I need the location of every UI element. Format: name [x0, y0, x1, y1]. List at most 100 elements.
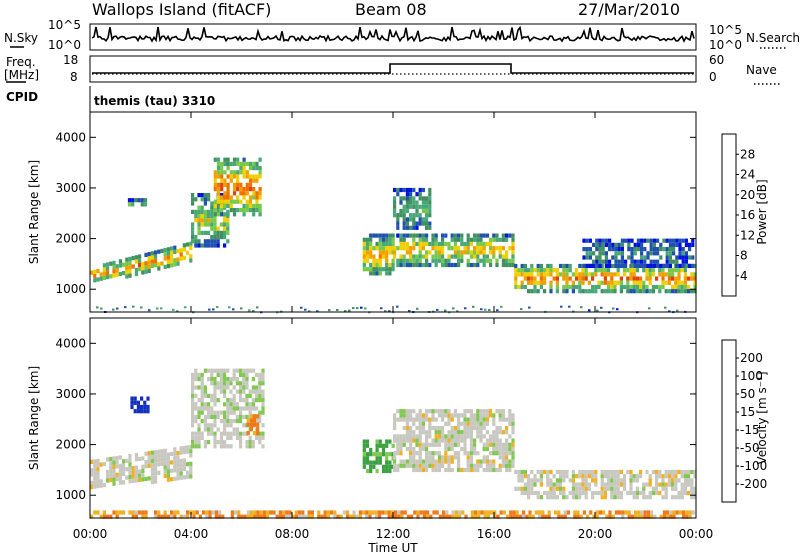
echo-cell: [205, 510, 209, 515]
echo-cell: [587, 272, 591, 277]
echo-cell: [362, 456, 366, 461]
echo-cell: [143, 202, 148, 207]
echo-cell: [402, 413, 406, 418]
echo-cell: [425, 262, 429, 268]
echo-cell: [627, 510, 631, 515]
echo-cell: [450, 430, 454, 435]
echo-cell: [127, 202, 132, 207]
echo-cell: [409, 417, 413, 422]
echo-cell: [232, 377, 236, 382]
echo-cell: [147, 459, 151, 464]
echo-cell: [415, 213, 419, 218]
echo-cell: [482, 425, 486, 431]
echo-cell: [210, 235, 214, 240]
echo-cell: [213, 182, 217, 187]
echo-cell: [626, 280, 630, 285]
echo-cell: [536, 469, 540, 475]
echo-cell: [431, 258, 435, 263]
echo-cell: [251, 377, 255, 382]
echo-cell: [235, 402, 239, 407]
echo-cell: [393, 413, 397, 418]
echo-cell: [633, 251, 637, 256]
echo-cell: [661, 495, 665, 500]
echo-cell: [216, 414, 220, 419]
echo-cell: [457, 250, 461, 255]
echo-cell: [489, 438, 493, 443]
echo-cell: [216, 243, 220, 248]
echo-cell: [200, 193, 204, 198]
echo-cell: [528, 306, 531, 309]
echo-cell: [255, 406, 259, 411]
echo-cell: [118, 463, 122, 468]
echo-cell: [675, 238, 679, 243]
echo-cell: [130, 404, 134, 410]
echo-cell: [437, 442, 441, 447]
echo-cell: [160, 457, 164, 462]
echo-cell: [255, 195, 259, 200]
echo-cell: [393, 246, 397, 251]
echo-cell: [252, 422, 257, 427]
echo-cell: [216, 381, 220, 386]
echo-cell: [495, 467, 499, 473]
echo-cell: [639, 474, 643, 479]
echo-cell: [661, 284, 665, 290]
echo-cell: [680, 469, 684, 475]
echo-cell: [323, 514, 327, 519]
echo-cell: [523, 263, 527, 269]
echo-cell: [428, 213, 432, 218]
echo-cell: [213, 170, 217, 175]
echo-cell: [469, 459, 473, 464]
echo-cell: [412, 258, 416, 263]
echo-cell: [511, 446, 515, 452]
echo-cell: [539, 495, 543, 500]
echo-cell: [460, 241, 464, 247]
echo-cell: [252, 191, 256, 196]
echo-cell: [604, 238, 608, 243]
echo-cell: [473, 233, 477, 238]
echo-cell: [431, 246, 435, 251]
echo-cell: [245, 398, 249, 403]
echo-cell: [232, 368, 236, 373]
echo-cell: [533, 280, 537, 285]
echo-cell: [523, 272, 527, 277]
echo-cell: [232, 174, 237, 179]
echo-cell: [223, 419, 227, 424]
echo-cell: [489, 463, 493, 468]
echo-cell: [150, 459, 154, 464]
echo-cell: [421, 196, 425, 201]
echo-cell: [393, 250, 397, 255]
echo-cell: [501, 455, 505, 460]
echo-cell: [219, 419, 223, 424]
echo-cell: [213, 423, 217, 428]
echo-cell: [469, 421, 473, 426]
echo-cell: [546, 495, 550, 500]
echo-cell: [418, 409, 422, 414]
echo-cell: [220, 208, 224, 213]
echo-cell: [393, 421, 397, 426]
echo-cell: [232, 427, 236, 432]
echo-cell: [242, 377, 246, 382]
echo-cell: [172, 308, 175, 311]
echo-cell: [102, 267, 106, 272]
echo-cell: [213, 368, 217, 373]
echo-cell: [186, 462, 190, 467]
echo-cell: [489, 250, 493, 255]
echo-cell: [191, 435, 195, 440]
echo-cell: [256, 431, 260, 436]
echo-cell: [378, 443, 382, 448]
echo-cell: [671, 284, 675, 290]
echo-cell: [437, 455, 441, 460]
echo-cell: [143, 198, 148, 203]
echo-cell: [179, 256, 183, 261]
echo-cell: [512, 510, 516, 515]
echo-cell: [409, 409, 413, 414]
echo-cell: [581, 490, 585, 496]
echo-cell: [683, 486, 687, 491]
echo-cell: [362, 443, 366, 448]
echo-cell: [434, 459, 438, 464]
echo-cell: [690, 289, 694, 294]
echo-cell: [365, 456, 370, 461]
echo-cell: [629, 478, 633, 483]
echo-cell: [230, 514, 234, 519]
echo-cell: [581, 474, 585, 479]
